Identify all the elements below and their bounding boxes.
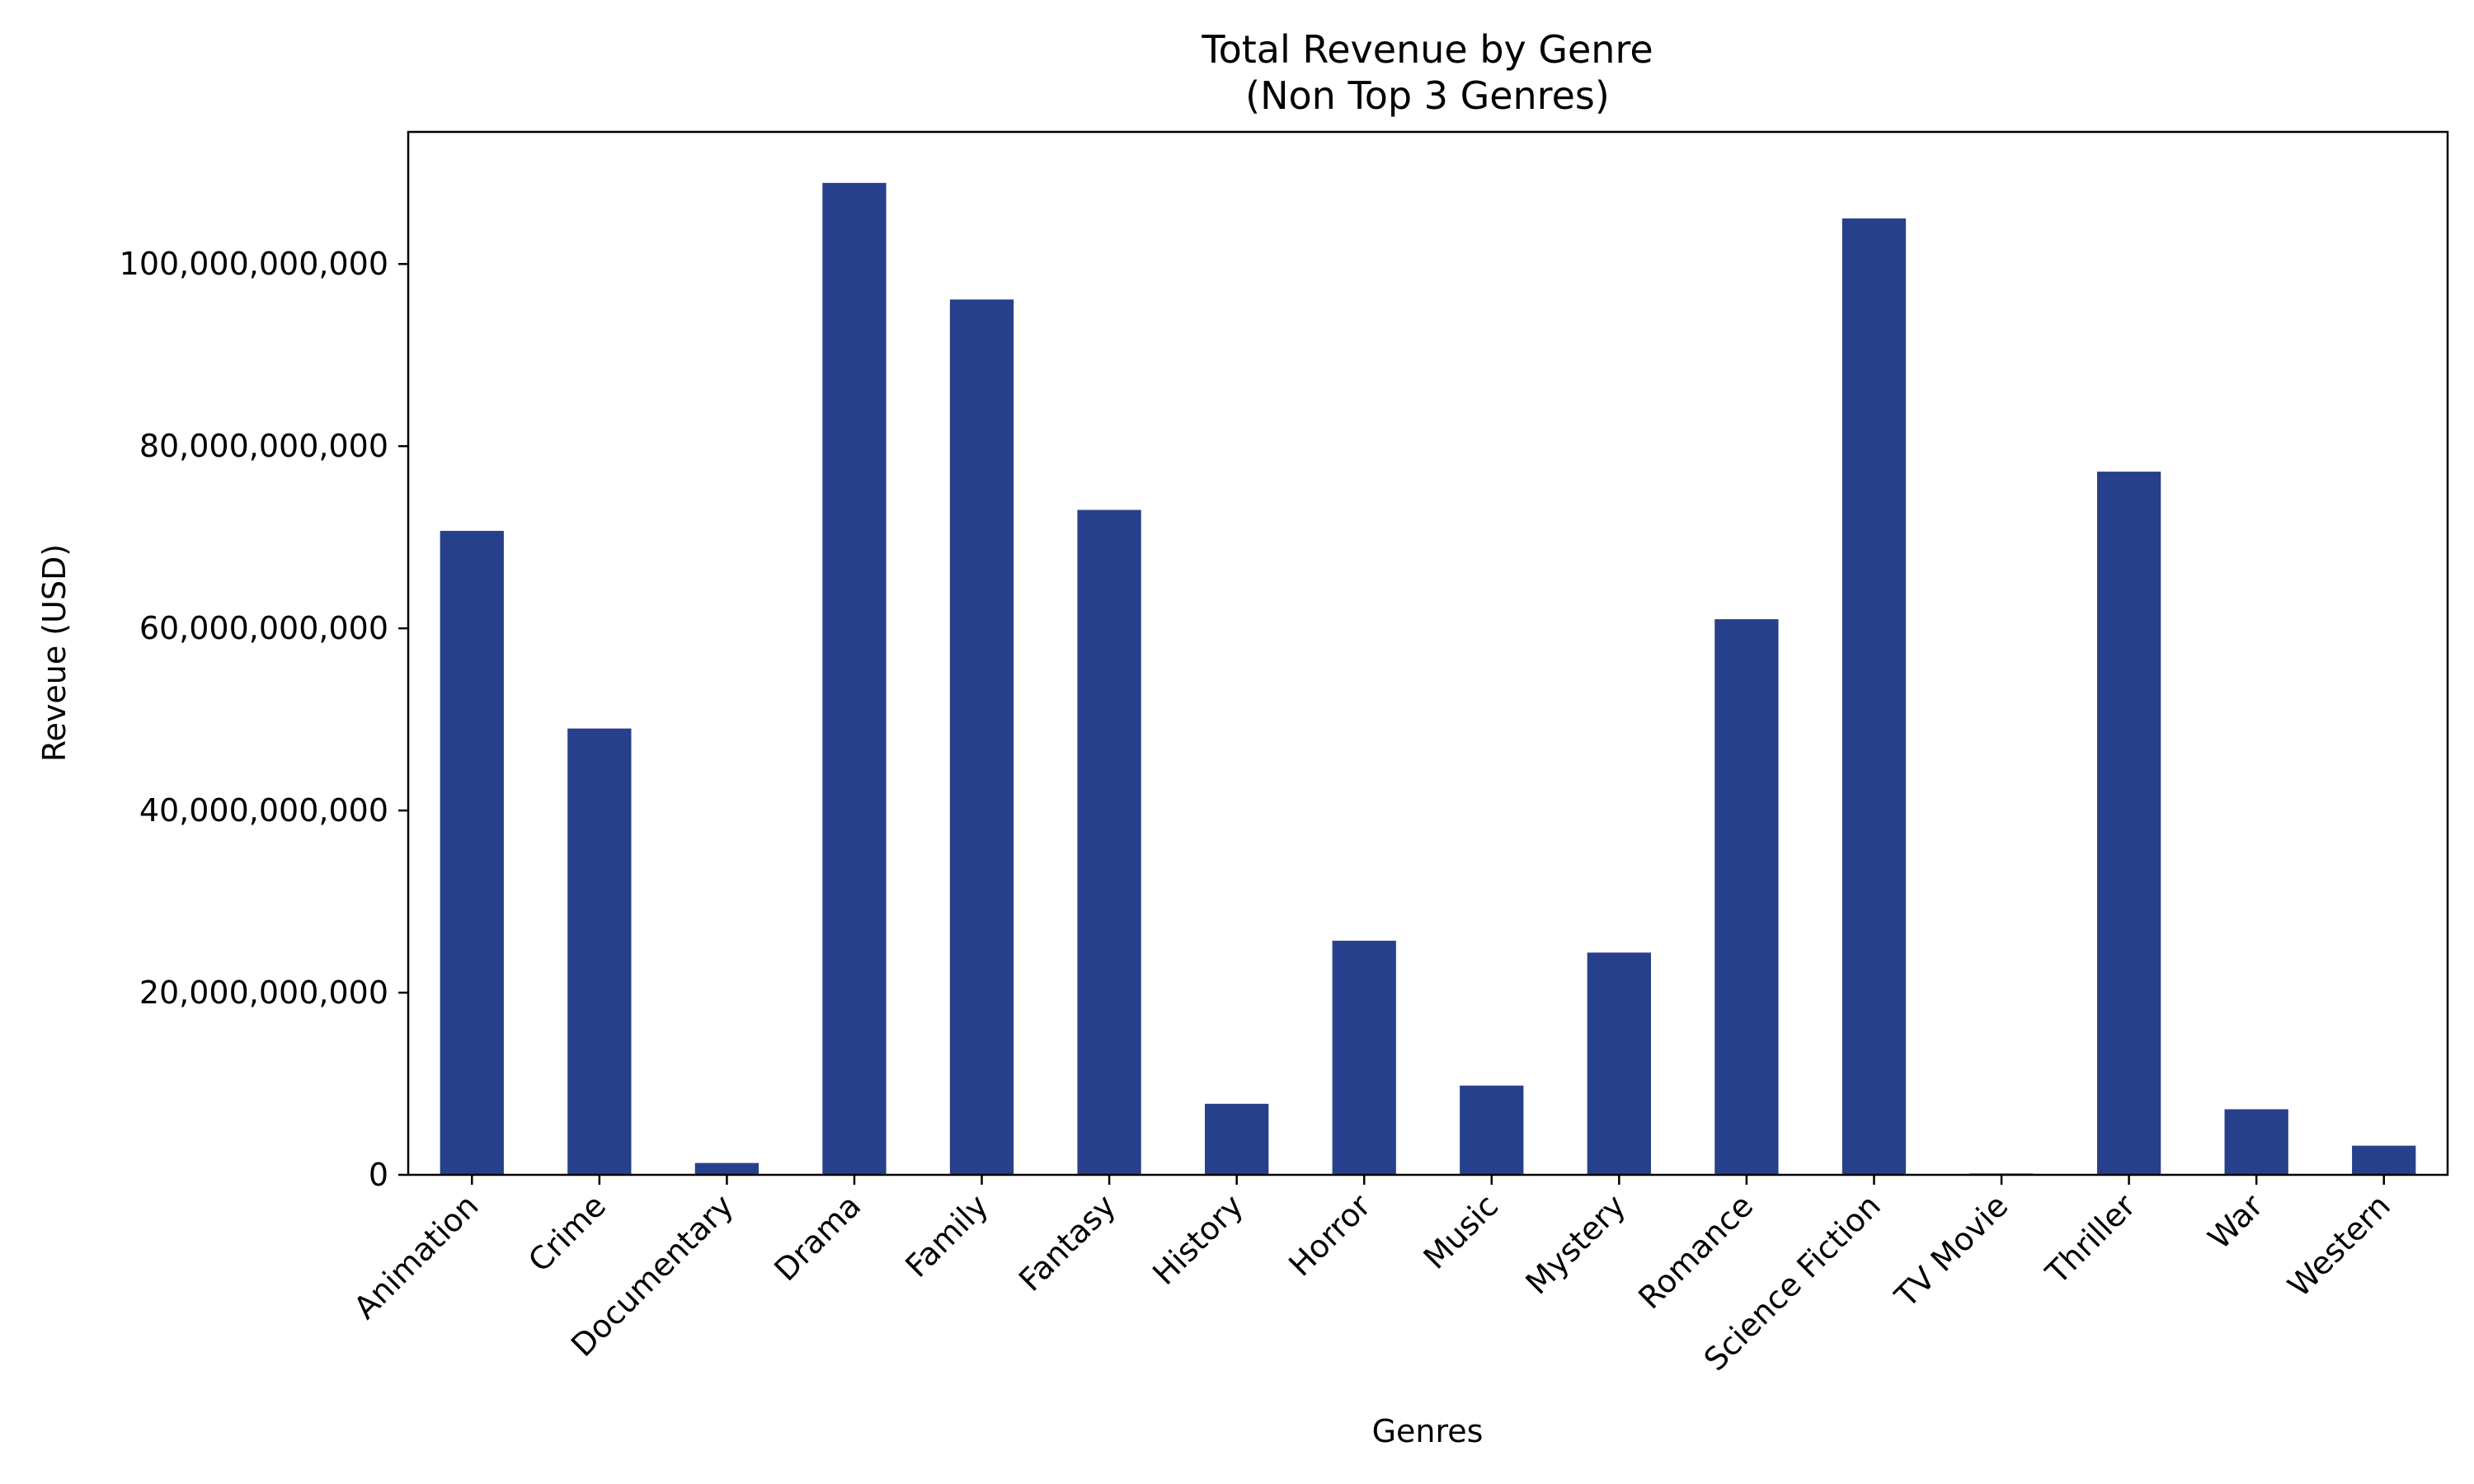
bar-10 [1714, 619, 1779, 1175]
bar-series [440, 182, 2416, 1176]
bar-5 [1077, 510, 1141, 1175]
bar-9 [1587, 952, 1651, 1175]
bar-8 [1460, 1085, 1524, 1175]
bar-1 [567, 728, 632, 1175]
bar-6 [1205, 1103, 1269, 1175]
y-tick-label: 80,000,000,000 [139, 428, 388, 464]
bar-15 [2352, 1145, 2416, 1175]
bar-3 [822, 182, 887, 1175]
chart-subtitle: (Non Top 3 Genres) [1245, 73, 1610, 118]
bar-4 [949, 299, 1014, 1176]
bar-14 [2224, 1109, 2288, 1175]
y-tick-label: 40,000,000,000 [139, 792, 388, 829]
bar-2 [694, 1162, 760, 1175]
y-tick-label: 20,000,000,000 [139, 974, 388, 1011]
y-tick-label: 60,000,000,000 [139, 610, 388, 646]
plot-frame [407, 130, 2449, 1176]
y-axis: 0 20,000,000,000 40,000,000,000 60,000,000,… [120, 246, 408, 1193]
bar-11 [1841, 218, 1907, 1176]
chart-title: Total Revenue by Genre [1201, 27, 1653, 72]
x-axis-label: Genres [1372, 1413, 1484, 1449]
y-axis-label: Reveue (USD) [36, 544, 73, 762]
bar-7 [1332, 941, 1396, 1175]
bar-13 [2096, 472, 2161, 1175]
y-tick-label: 100,000,000,000 [120, 246, 388, 282]
y-tick-label: 0 [369, 1157, 388, 1193]
bar-0 [440, 530, 504, 1175]
